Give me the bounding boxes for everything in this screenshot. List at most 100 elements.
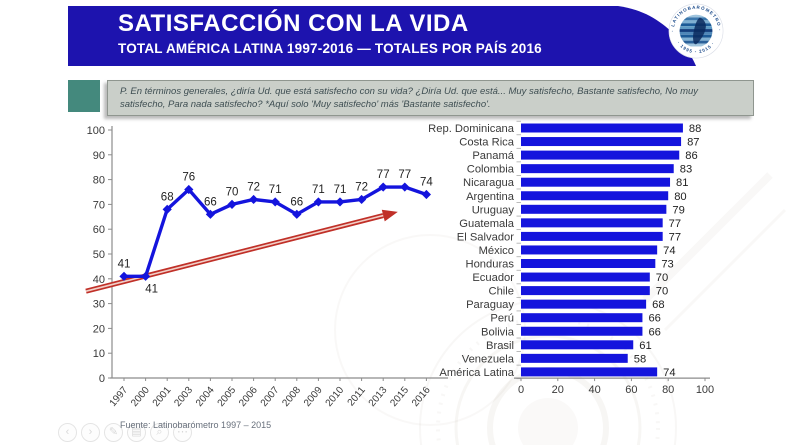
svg-text:60: 60: [625, 384, 637, 396]
svg-text:México: México: [479, 245, 514, 257]
svg-text:81: 81: [676, 177, 688, 189]
zoom-icon[interactable]: ⌕: [150, 423, 169, 442]
svg-text:76: 76: [182, 172, 195, 184]
svg-text:Venezuela: Venezuela: [462, 353, 515, 365]
svg-text:77: 77: [669, 218, 681, 230]
question-box: P. En términos generales, ¿diría Ud. que…: [107, 80, 754, 116]
svg-text:80: 80: [662, 384, 674, 396]
svg-text:Honduras: Honduras: [465, 259, 514, 271]
svg-text:66: 66: [648, 326, 660, 338]
svg-text:2009: 2009: [302, 385, 325, 409]
svg-text:50: 50: [93, 249, 105, 261]
svg-text:Argentina: Argentina: [466, 191, 515, 203]
svg-text:20: 20: [93, 323, 105, 335]
svg-text:100: 100: [87, 125, 105, 137]
svg-text:Brasil: Brasil: [486, 340, 514, 352]
svg-text:Bolivia: Bolivia: [481, 326, 515, 338]
source-note: Fuente: Latinobarómetro 1997 – 2015: [120, 420, 272, 430]
latinobarometro-logo: · LATINOBARÓMETRO · · 1995 - 2015 ·: [668, 3, 724, 59]
svg-text:Nicaragua: Nicaragua: [463, 177, 515, 189]
svg-text:2006: 2006: [237, 385, 260, 409]
svg-text:73: 73: [661, 259, 673, 271]
svg-text:79: 79: [672, 204, 684, 216]
svg-text:40: 40: [93, 274, 105, 286]
svg-text:2001: 2001: [151, 385, 174, 409]
svg-text:Guatemala: Guatemala: [459, 218, 515, 230]
svg-text:70: 70: [656, 272, 668, 284]
svg-text:61: 61: [639, 340, 651, 352]
page-subtitle: TOTAL AMÉRICA LATINA 1997-2016 — TOTALES…: [118, 41, 542, 56]
svg-text:Panamá: Panamá: [472, 150, 514, 162]
svg-text:Perú: Perú: [490, 313, 514, 325]
svg-text:77: 77: [398, 169, 411, 181]
svg-text:74: 74: [663, 367, 675, 379]
svg-text:66: 66: [204, 196, 217, 208]
svg-text:71: 71: [334, 184, 347, 196]
svg-text:72: 72: [247, 181, 260, 193]
svg-text:Ecuador: Ecuador: [472, 272, 514, 284]
svg-text:71: 71: [269, 184, 282, 196]
chevron-left-icon[interactable]: ‹: [58, 423, 77, 442]
svg-text:2004: 2004: [194, 385, 217, 409]
svg-text:66: 66: [648, 313, 660, 325]
svg-text:100: 100: [696, 384, 714, 396]
svg-text:74: 74: [420, 176, 433, 188]
more-icon[interactable]: ⋯: [173, 423, 192, 442]
svg-text:70: 70: [226, 186, 239, 198]
svg-text:88: 88: [689, 123, 701, 135]
svg-text:2011: 2011: [346, 385, 369, 409]
svg-text:77: 77: [377, 169, 390, 181]
svg-text:40: 40: [588, 384, 600, 396]
grid-icon[interactable]: ▤: [127, 423, 146, 442]
svg-text:2000: 2000: [129, 385, 152, 409]
svg-text:10: 10: [93, 348, 105, 360]
question-accent-square: [68, 80, 100, 112]
svg-text:83: 83: [680, 164, 692, 176]
line-chart: 0102030405060708090100199720002001200320…: [85, 125, 448, 409]
svg-text:Paraguay: Paraguay: [466, 299, 514, 311]
svg-text:68: 68: [161, 191, 174, 203]
svg-text:80: 80: [93, 175, 105, 187]
svg-text:1997: 1997: [108, 385, 131, 409]
svg-text:2013: 2013: [367, 385, 390, 409]
svg-text:2008: 2008: [280, 385, 303, 409]
svg-text:80: 80: [674, 191, 686, 203]
svg-text:70: 70: [93, 199, 105, 211]
svg-text:El Salvador: El Salvador: [457, 231, 514, 243]
svg-text:0: 0: [99, 373, 105, 385]
svg-text:90: 90: [93, 150, 105, 162]
page-title: SATISFACCIÓN CON LA VIDA: [118, 10, 469, 37]
svg-text:América Latina: América Latina: [439, 367, 514, 379]
pencil-icon[interactable]: ✎: [104, 423, 123, 442]
chevron-right-icon[interactable]: ›: [81, 423, 100, 442]
svg-text:41: 41: [118, 258, 131, 270]
svg-text:70: 70: [656, 286, 668, 298]
svg-text:20: 20: [552, 384, 564, 396]
svg-text:74: 74: [663, 245, 675, 257]
svg-text:Costa Rica: Costa Rica: [459, 137, 514, 149]
viewer-controls: ‹ › ✎ ▤ ⌕ ⋯: [58, 423, 192, 442]
bar-chart: Rep. Dominicana 88 Costa Rica 87 Panamá 86 Col…: [428, 120, 714, 396]
svg-text:2005: 2005: [216, 385, 239, 409]
svg-text:87: 87: [687, 137, 699, 149]
question-text: P. En términos generales, ¿diría Ud. que…: [120, 86, 699, 111]
svg-text:68: 68: [652, 299, 664, 311]
svg-text:2007: 2007: [259, 385, 282, 409]
header-banner: [68, 6, 696, 66]
svg-text:72: 72: [355, 181, 368, 193]
svg-text:2015: 2015: [388, 385, 411, 409]
svg-text:66: 66: [290, 196, 303, 208]
svg-text:Rep. Dominicana: Rep. Dominicana: [428, 123, 515, 135]
svg-text:77: 77: [669, 231, 681, 243]
svg-text:Colombia: Colombia: [467, 164, 515, 176]
svg-text:60: 60: [93, 224, 105, 236]
svg-text:0: 0: [518, 384, 524, 396]
svg-text:30: 30: [93, 299, 105, 311]
globe-icon: [679, 14, 713, 47]
svg-text:Chile: Chile: [489, 286, 515, 298]
svg-text:2003: 2003: [172, 385, 195, 409]
svg-text:Uruguay: Uruguay: [472, 204, 515, 216]
svg-text:86: 86: [685, 150, 697, 162]
svg-text:41: 41: [145, 283, 158, 295]
